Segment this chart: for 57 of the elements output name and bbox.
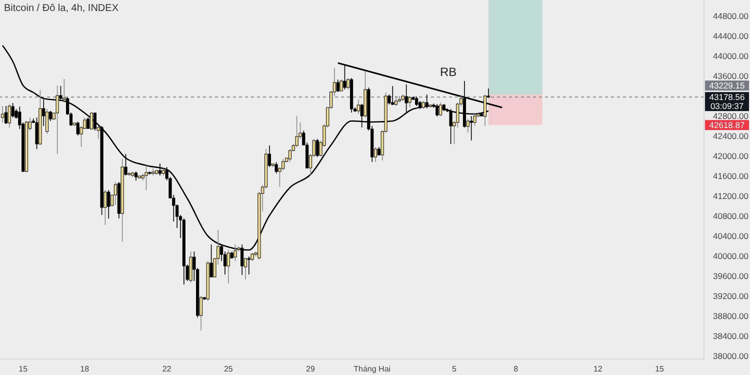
- y-tick-label: 42800.00: [713, 111, 749, 122]
- candlestick: [404, 84, 408, 113]
- y-tick-label: 40800.00: [713, 211, 749, 222]
- y-tick-label: 41200.00: [713, 191, 749, 202]
- candlestick: [1, 106, 4, 123]
- candlestick: [316, 138, 319, 158]
- candlestick: [4, 106, 8, 124]
- y-tick-label: 39600.00: [713, 271, 749, 282]
- text: 42618.87: [709, 120, 745, 130]
- y-tick-label: 40400.00: [713, 231, 749, 242]
- x-tick-label: 5: [452, 364, 457, 374]
- x-tick-label: 15: [18, 364, 28, 374]
- x-tick-label: 22: [162, 364, 172, 374]
- x-tick-label: Tháng Hai: [354, 364, 391, 374]
- chart-title: Bitcoin / Đô la, 4h, INDEX: [4, 3, 118, 14]
- y-tick-label: 38000.00: [713, 351, 749, 362]
- x-tick-label: 8: [514, 364, 519, 374]
- y-tick-label: 44800.00: [713, 11, 749, 22]
- x-tick-label: 25: [224, 364, 234, 374]
- candlestick: [274, 162, 278, 174]
- y-tick-label: 39200.00: [713, 291, 749, 302]
- candlestick: [247, 256, 250, 275]
- y-tick-label: 40000.00: [713, 251, 749, 262]
- y-tick-label: 42400.00: [713, 131, 749, 142]
- text: 43229.15: [709, 80, 745, 91]
- x-tick-label: 29: [306, 364, 316, 374]
- candlestick: [438, 102, 442, 116]
- y-tick-label: 42000.00: [713, 151, 749, 162]
- candlestick: [295, 116, 298, 148]
- y-tick-label: 44400.00: [713, 31, 749, 42]
- x-tick-label: 18: [80, 364, 90, 374]
- candlestick: [8, 104, 11, 128]
- y-tick-label: 38800.00: [713, 311, 749, 322]
- candlestick: [144, 165, 148, 190]
- text: 03:09:37: [710, 101, 744, 112]
- y-tick-label: 43600.00: [713, 71, 749, 82]
- candlestick: [158, 163, 162, 176]
- candlestick: [189, 251, 192, 283]
- candlestick: [425, 94, 428, 109]
- ref-line-label: 43178.56: [709, 92, 745, 102]
- y-tick-label: 41600.00: [713, 171, 749, 182]
- candlestick: [107, 190, 110, 219]
- candlestick: [356, 99, 360, 114]
- candlestick: [90, 112, 94, 130]
- candlestick: [93, 112, 96, 131]
- y-tick-label: 38400.00: [713, 331, 749, 342]
- candlestick: [449, 108, 452, 144]
- candlestick: [415, 96, 418, 106]
- candlestick: [436, 104, 439, 117]
- candlestick: [336, 79, 340, 92]
- candlestick: [76, 121, 80, 136]
- candlestick: [391, 86, 394, 106]
- annotation: RB: [440, 65, 457, 79]
- candlestick: [470, 116, 473, 141]
- y-tick-label: 44000.00: [713, 51, 749, 62]
- x-tick-label: 12: [593, 364, 603, 374]
- x-tick-label: 15: [655, 364, 665, 374]
